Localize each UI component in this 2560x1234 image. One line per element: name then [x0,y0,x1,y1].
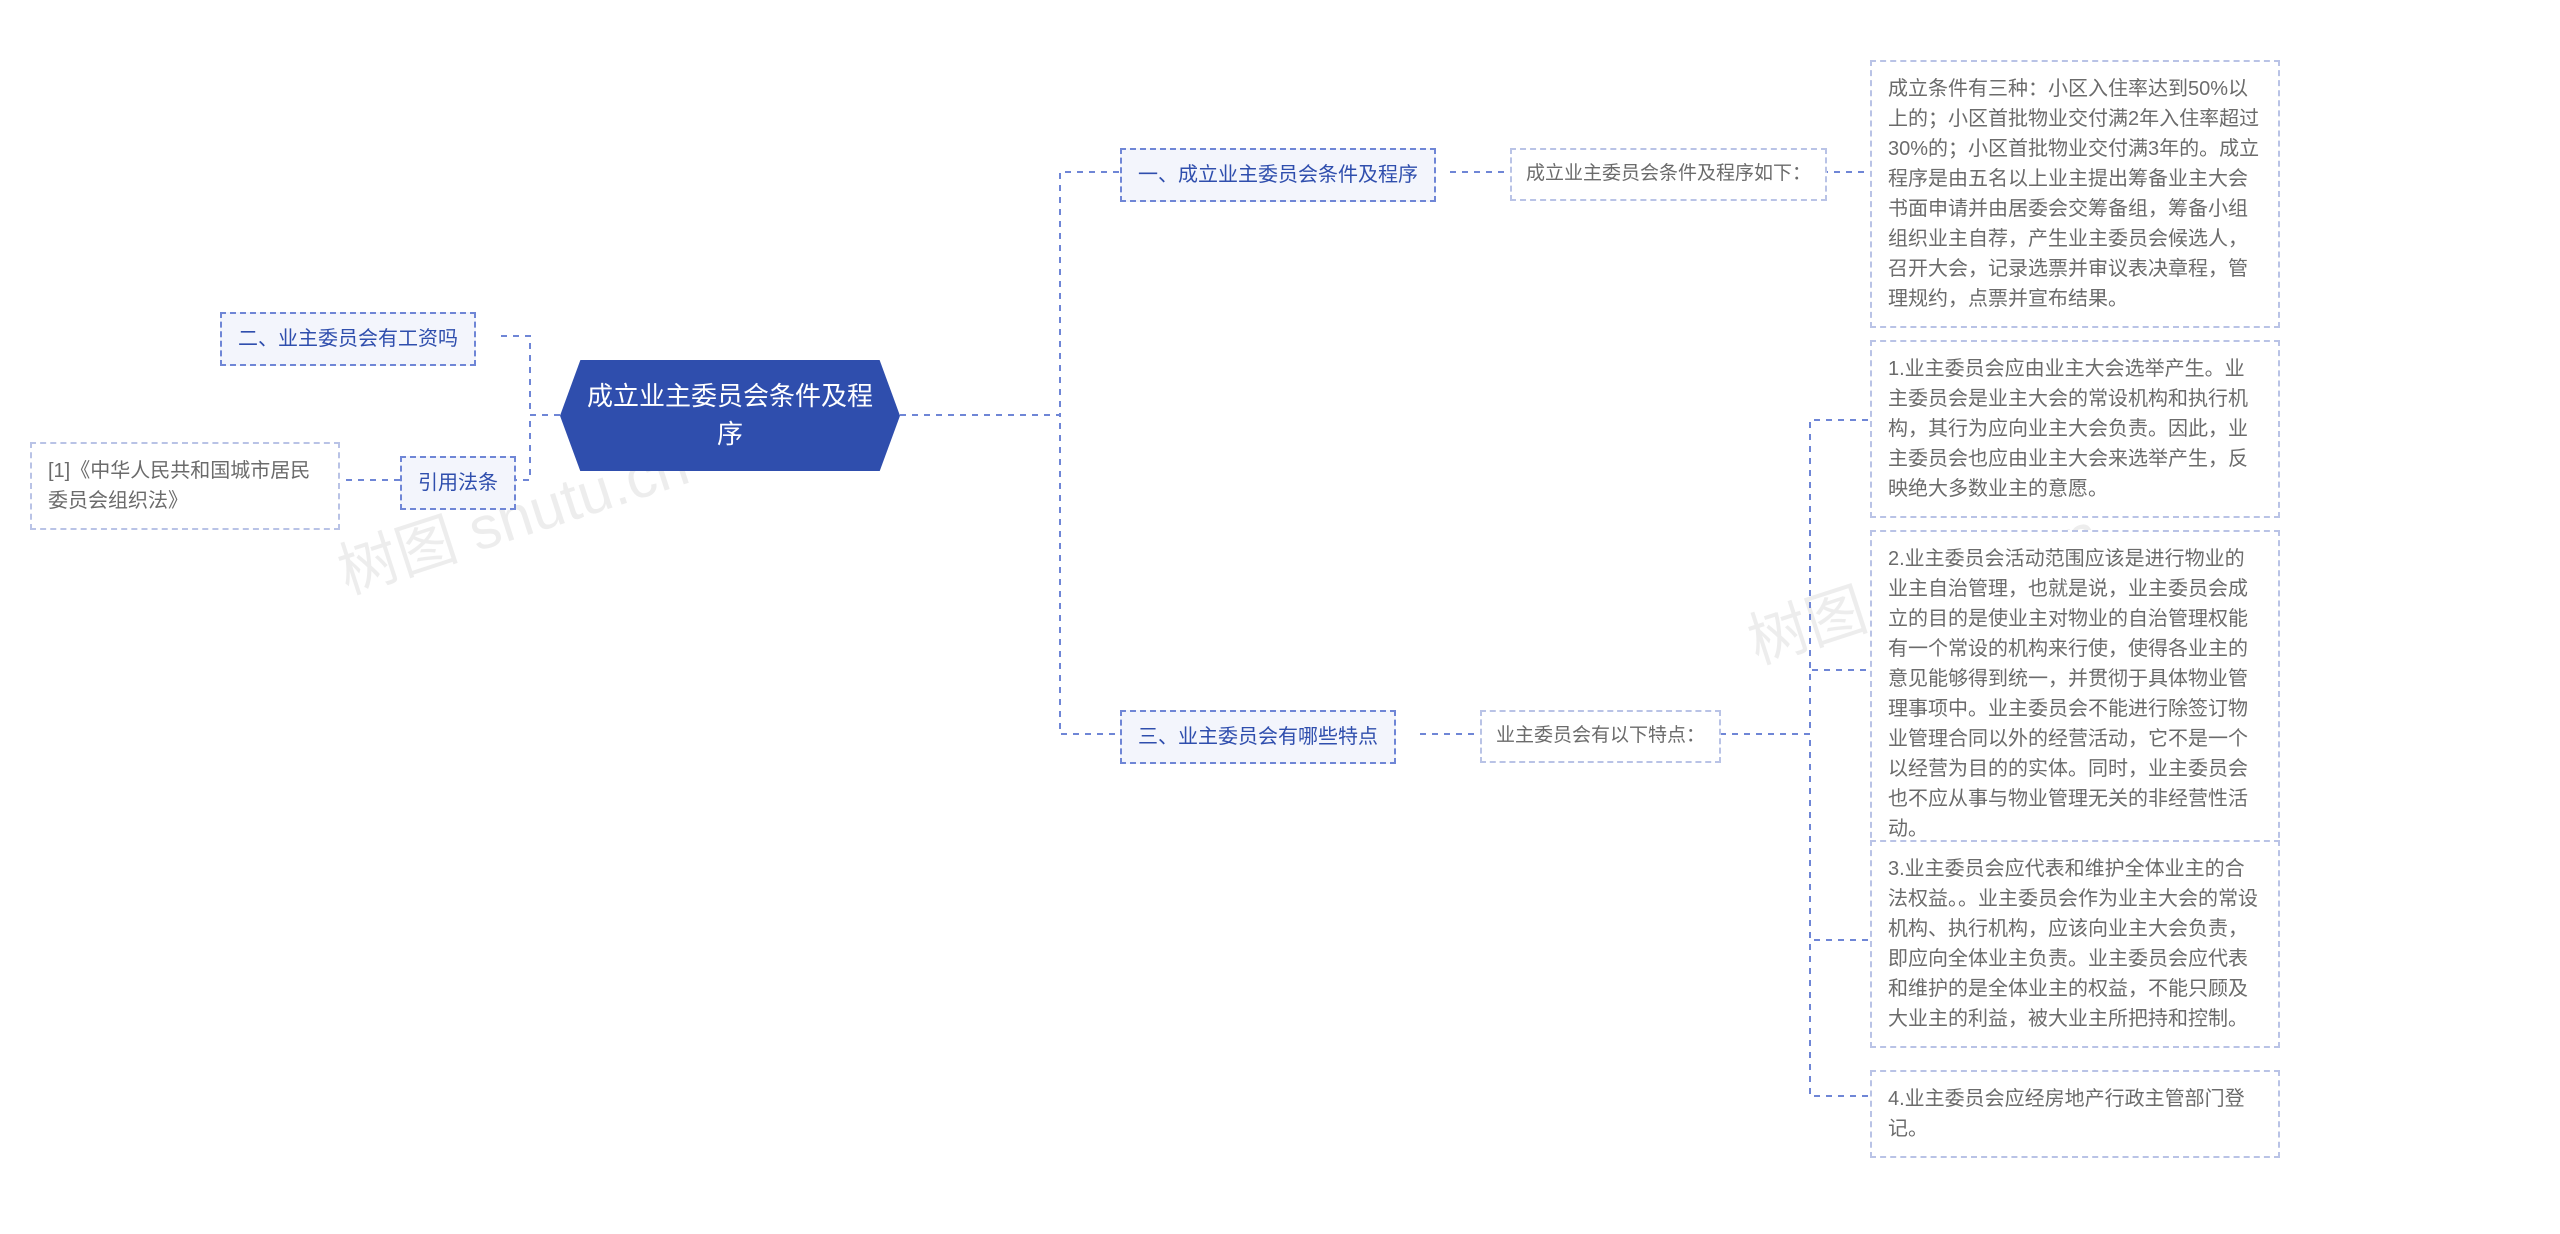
node-s1a[interactable]: 成立业主委员会条件及程序如下： [1510,148,1827,201]
leaf-s3a3: 3.业主委员会应代表和维护全体业主的合法权益。。业主委员会作为业主大会的常设机构… [1870,840,2280,1048]
leaf-s3a4: 4.业主委员会应经房地产行政主管部门登记。 [1870,1070,2280,1158]
leaf-ref1: [1]《中华人民共和国城市居民委员会组织法》 [30,442,340,530]
branch-reference[interactable]: 引用法条 [400,456,516,510]
node-s3a[interactable]: 业主委员会有以下特点： [1480,710,1721,763]
root-node[interactable]: 成立业主委员会条件及程序 [560,360,900,471]
leaf-s1a1: 成立条件有三种：小区入住率达到50%以上的；小区首批物业交付满2年入住率超过30… [1870,60,2280,328]
branch-section-3[interactable]: 三、业主委员会有哪些特点 [1120,710,1396,764]
branch-section-1[interactable]: 一、成立业主委员会条件及程序 [1120,148,1436,202]
leaf-s3a1: 1.业主委员会应由业主大会选举产生。业主委员会是业主大会的常设机构和执行机构，其… [1870,340,2280,518]
leaf-s3a2: 2.业主委员会活动范围应该是进行物业的业主自治管理，也就是说，业主委员会成立的目… [1870,530,2280,858]
branch-section-2[interactable]: 二、业主委员会有工资吗 [220,312,476,366]
